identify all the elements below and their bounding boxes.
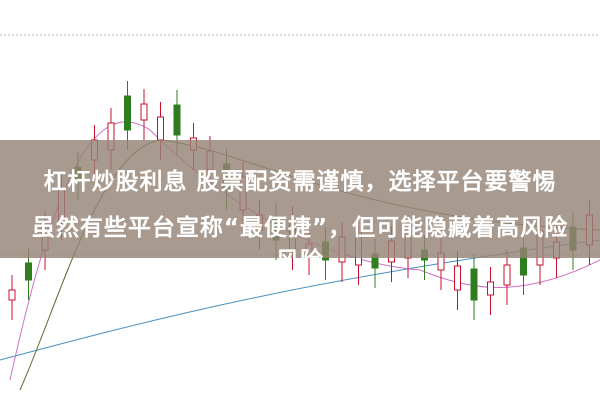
candle-body — [487, 281, 494, 296]
headline-line-3: 风险 — [0, 246, 600, 258]
candle-body — [470, 268, 478, 301]
candle-body — [124, 95, 131, 131]
candle-body — [454, 265, 461, 291]
headline-line-1: 杠杆炒股利息 股票配资需谨慎，选择平台要警惕 — [43, 169, 557, 195]
candle-body — [503, 264, 511, 286]
candle-body — [173, 104, 181, 136]
candle-body — [140, 103, 148, 121]
headline-line-2: 虽然有些平台宣称“最便捷”，但可能隐藏着高风险 — [31, 215, 569, 241]
headline-banner — [0, 140, 600, 258]
candle-body — [8, 289, 16, 301]
candle-body — [157, 116, 164, 141]
moving-average-line — [0, 239, 600, 361]
candle-body — [25, 262, 32, 281]
